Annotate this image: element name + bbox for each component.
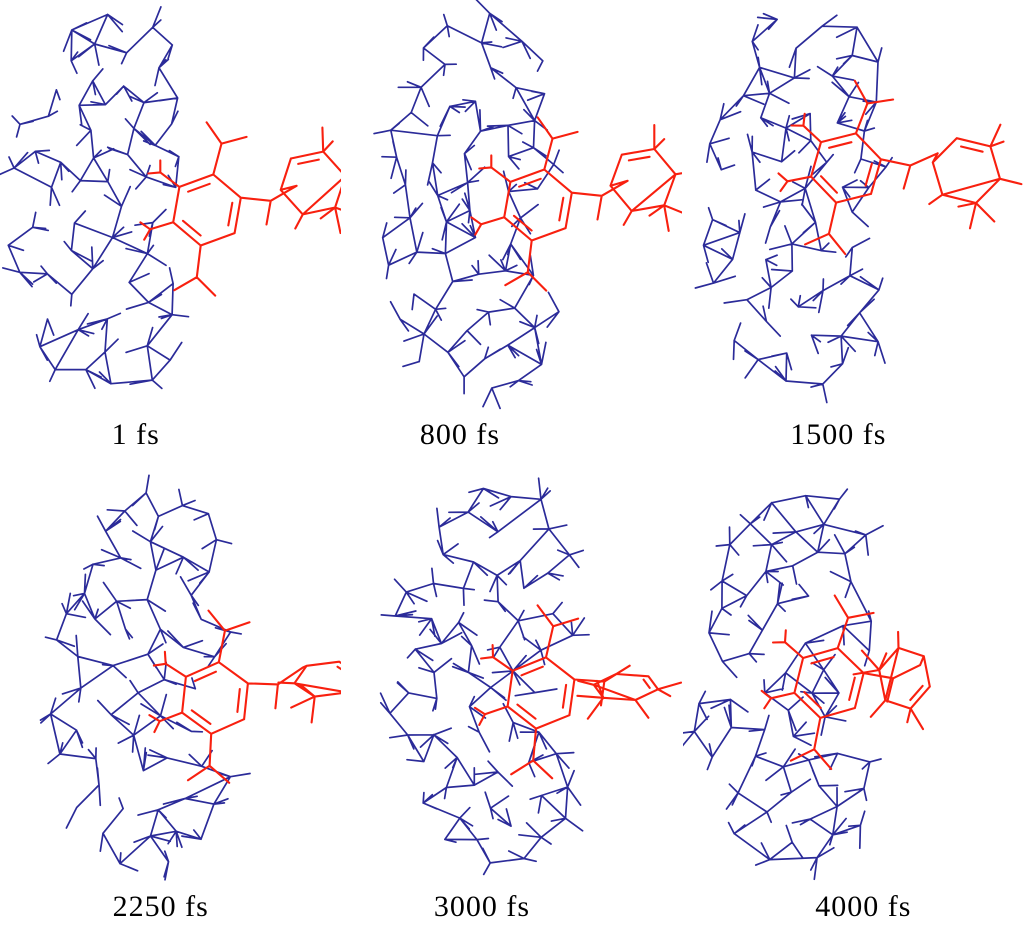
snapshot-panel: 1 fs xyxy=(0,0,341,472)
cluster-wireframe-path xyxy=(0,6,190,390)
adsorbate-molecule-path xyxy=(760,594,931,771)
cluster-wireframe-path xyxy=(694,12,893,404)
snapshot-panel: 2250 fs xyxy=(0,472,341,945)
adsorbate-molecule-path xyxy=(474,604,683,780)
cluster-wireframe-path xyxy=(380,477,591,876)
time-label: 1 fs xyxy=(111,418,160,451)
snapshot-panel: 800 fs xyxy=(341,0,683,472)
snapshot-panel: 3000 fs xyxy=(341,472,683,945)
time-label: 3000 fs xyxy=(433,890,531,923)
molecule-wireframe xyxy=(682,488,931,881)
molecule-wireframe xyxy=(694,12,1023,404)
time-label: 1500 fs xyxy=(790,418,887,451)
molecule-wireframe xyxy=(373,0,683,410)
snapshot-panel: 4000 fs xyxy=(682,472,1024,945)
adsorbate-molecule-path xyxy=(148,609,341,784)
cluster-wireframe-path xyxy=(373,0,565,410)
snapshot-panel: 1500 fs xyxy=(683,0,1024,472)
adsorbate-molecule-path xyxy=(777,79,1023,256)
cluster-wireframe-path xyxy=(39,474,251,881)
time-label: 800 fs xyxy=(419,418,501,451)
cluster-wireframe-path xyxy=(682,488,884,881)
time-label: 2250 fs xyxy=(112,890,209,923)
molecule-wireframe xyxy=(380,477,683,876)
time-label: 4000 fs xyxy=(815,890,912,923)
molecule-wireframe xyxy=(39,474,341,881)
adsorbate-molecule-path xyxy=(139,121,341,297)
molecule-wireframe xyxy=(0,6,341,390)
adsorbate-molecule-path xyxy=(470,116,683,292)
